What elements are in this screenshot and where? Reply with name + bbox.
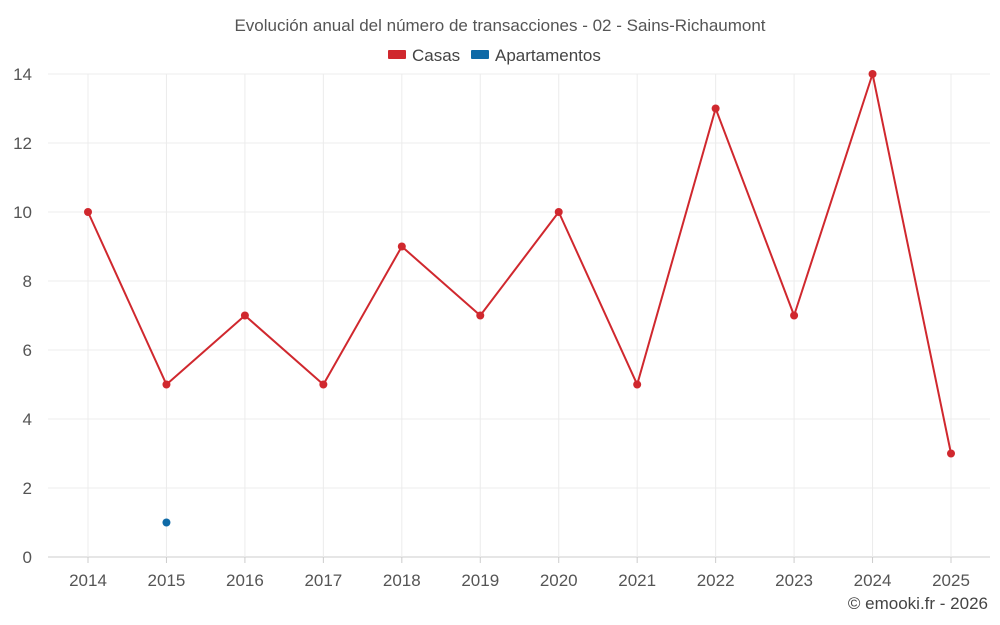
- x-tick-label: 2018: [383, 571, 421, 590]
- legend-swatch-casas: [388, 50, 406, 59]
- credit-text: © emooki.fr - 2026: [848, 594, 988, 613]
- y-axis-ticks: 0 2 4 6 8 10 12 14: [13, 65, 32, 567]
- x-tick-label: 2019: [461, 571, 499, 590]
- data-point-casas[interactable]: [84, 208, 92, 216]
- x-tick-label: 2024: [854, 571, 892, 590]
- legend-label-casas: Casas: [412, 46, 460, 65]
- x-tick-label: 2025: [932, 571, 970, 590]
- data-point-casas[interactable]: [633, 380, 642, 389]
- x-tick-label: 2014: [69, 571, 107, 590]
- x-tick-label: 2015: [148, 571, 186, 590]
- data-point-casas[interactable]: [711, 104, 720, 113]
- legend-item-apartamentos[interactable]: Apartamentos: [471, 46, 601, 65]
- x-axis-ticks: 2014 2015 2016 2017 2018 2019 2020 2021 2022 2023…: [69, 571, 970, 590]
- data-point-casas[interactable]: [319, 380, 328, 389]
- x-tick-label: 2022: [697, 571, 735, 590]
- y-tick-label: 10: [13, 203, 32, 222]
- data-point-casas[interactable]: [476, 311, 485, 320]
- legend-swatch-apartamentos: [471, 50, 489, 59]
- x-tick-label: 2016: [226, 571, 264, 590]
- y-tick-label: 6: [23, 341, 32, 360]
- y-tick-label: 14: [13, 65, 32, 84]
- x-tick-label: 2021: [618, 571, 656, 590]
- y-tick-label: 2: [23, 479, 32, 498]
- y-tick-label: 12: [13, 134, 32, 153]
- data-point-casas[interactable]: [790, 311, 799, 320]
- data-point-casas[interactable]: [240, 311, 249, 320]
- chart-title: Evolución anual del número de transaccio…: [234, 16, 765, 35]
- data-point-casas[interactable]: [947, 449, 955, 458]
- data-point-casas[interactable]: [162, 380, 171, 389]
- x-tick-label: 2020: [540, 571, 578, 590]
- series-casas: [84, 70, 955, 458]
- legend: Casas Apartamentos: [388, 46, 601, 65]
- data-point-casas[interactable]: [397, 242, 406, 251]
- y-tick-label: 4: [23, 410, 32, 429]
- legend-item-casas[interactable]: Casas: [388, 46, 460, 65]
- x-tick-label: 2017: [304, 571, 342, 590]
- data-point-casas[interactable]: [868, 70, 877, 78]
- legend-label-apartamentos: Apartamentos: [495, 46, 601, 65]
- y-tick-label: 8: [23, 272, 32, 291]
- data-point-apartamentos[interactable]: [162, 518, 171, 527]
- series-apartamentos: [162, 518, 171, 527]
- data-point-casas[interactable]: [554, 208, 563, 216]
- series-line-casas: [87, 73, 952, 454]
- x-tick-label: 2023: [775, 571, 813, 590]
- y-tick-label: 0: [23, 548, 32, 567]
- series: [84, 70, 955, 527]
